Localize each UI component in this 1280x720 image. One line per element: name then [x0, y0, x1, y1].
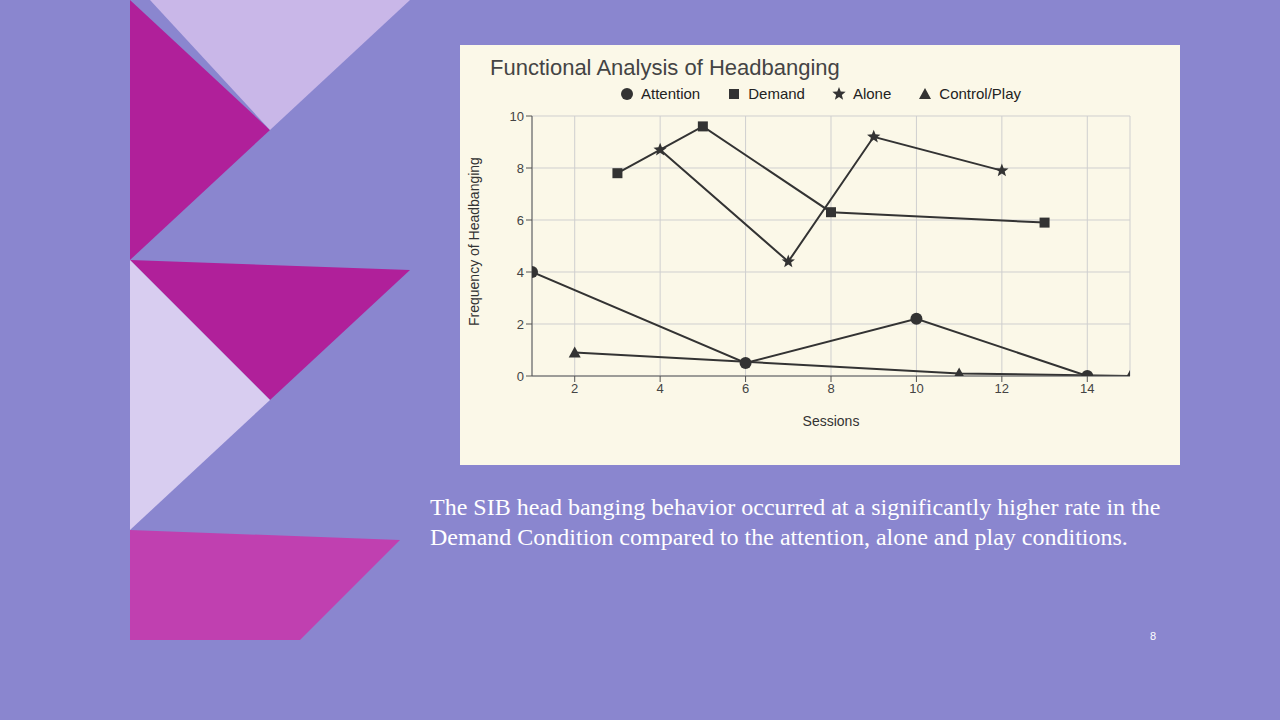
- svg-text:2: 2: [571, 381, 578, 396]
- html-text:Control/Play: Control/Play: [939, 85, 1021, 102]
- html-text:8: 8: [1150, 630, 1157, 642]
- svg-text:12: 12: [995, 381, 1009, 396]
- html-text:Attention: Attention: [641, 85, 701, 102]
- svg-text:4: 4: [657, 381, 664, 396]
- svg-text:10: 10: [909, 381, 923, 396]
- svg-text:0: 0: [517, 369, 524, 384]
- html-text:Demand: Demand: [748, 85, 805, 102]
- svg-text:Frequency of Headbanging: Frequency of Headbanging: [466, 157, 482, 326]
- html-text:The SIB head banging behavior: The SIB head banging behavior occurred a…: [430, 494, 1161, 550]
- svg-text:10: 10: [510, 109, 524, 124]
- svg-text:4: 4: [517, 265, 524, 280]
- svg-text:Sessions: Sessions: [803, 413, 860, 429]
- svg-text:14: 14: [1080, 381, 1094, 396]
- html-text:Alone: Alone: [852, 85, 892, 102]
- svg-text:6: 6: [517, 213, 524, 228]
- svg-text:2: 2: [517, 317, 524, 332]
- svg-text:6: 6: [742, 381, 749, 396]
- svg-text:8: 8: [827, 381, 834, 396]
- html-text:Functional Analysis of Headban: Functional Analysis of Headbanging: [490, 55, 840, 80]
- svg-text:8: 8: [517, 161, 524, 176]
